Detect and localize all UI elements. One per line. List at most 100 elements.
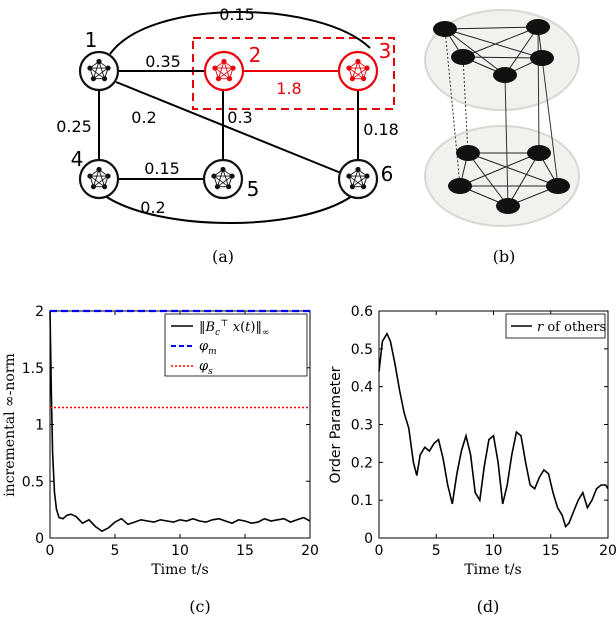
highlight-box <box>192 37 395 110</box>
cluster-link <box>351 169 359 187</box>
caption-b: (b) <box>493 247 516 266</box>
layer-node <box>526 19 550 35</box>
bottom-layer-edge <box>467 152 559 187</box>
c-ytick-label: 0.5 <box>22 474 44 490</box>
cluster-link <box>98 61 106 79</box>
cluster-dot <box>225 184 232 190</box>
d-xtick-label: 15 <box>542 543 560 559</box>
d-ytick-label: 0.6 <box>351 304 373 320</box>
layer-node <box>496 198 520 214</box>
cluster-dot <box>364 173 370 179</box>
d-ytick-label: 0.1 <box>351 493 373 509</box>
c-xtick-label: 20 <box>301 543 319 559</box>
d-series-0 <box>378 331 609 529</box>
top-layer-edge <box>444 26 539 30</box>
layer-node <box>493 67 517 83</box>
node-ring <box>337 50 379 92</box>
cluster-dot <box>346 173 352 179</box>
top-layer-edge <box>462 26 539 58</box>
cluster-dot <box>346 65 352 71</box>
node-label-1: 1 <box>85 28 98 52</box>
cluster-link <box>98 169 106 187</box>
c-ylabel: incremental ∞-norm <box>2 353 18 497</box>
c-xtick-label: 10 <box>171 543 189 559</box>
network-node-2 <box>203 50 245 92</box>
cluster-link <box>89 67 105 80</box>
cluster-dot <box>214 184 221 190</box>
cluster-link <box>357 169 365 187</box>
bottom-layer-edge <box>467 152 509 207</box>
cluster-link <box>351 61 359 79</box>
plot-frame-d <box>378 310 609 539</box>
c-xlabel: Time t/s <box>151 562 208 578</box>
cluster-link <box>223 61 231 79</box>
cluster-dot <box>87 65 93 71</box>
panel-c-chart: 0 5 10 15 20 0 0.5 1 1.5 2 incremental ∞-norm Tim… <box>2 304 319 616</box>
cluster-dot <box>215 76 222 82</box>
layer-node <box>448 178 472 194</box>
legend-d: r of others <box>505 313 606 339</box>
layer-node <box>451 49 475 65</box>
d-ytick-label: 0.2 <box>351 455 373 471</box>
cluster-dot <box>101 184 108 190</box>
cluster-link <box>93 175 109 188</box>
d-xtick-label: 20 <box>599 543 616 559</box>
d-xlabel: Time t/s <box>464 562 521 578</box>
cluster-dot <box>226 76 233 82</box>
top-layer-edge <box>504 26 539 76</box>
edge-label-1-4: 0.25 <box>56 117 92 136</box>
c-xtick-label: 15 <box>236 543 254 559</box>
cluster-link <box>89 175 105 188</box>
cluster-dot <box>360 184 367 190</box>
cluster-link <box>222 169 230 187</box>
c-xtick-label: 0 <box>46 543 55 559</box>
network-node-4 <box>78 158 120 200</box>
cluster-dot <box>96 58 102 65</box>
cluster-dot <box>105 65 111 71</box>
node-label-3: 3 <box>379 39 392 63</box>
cluster-link <box>216 169 224 187</box>
d-ytick-label: 0 <box>364 531 373 547</box>
cluster-dot <box>105 173 111 179</box>
interlayer-edge <box>462 56 469 154</box>
d-xtick-label: 0 <box>375 543 384 559</box>
caption-d: (d) <box>477 597 500 616</box>
d-xtick-label: 10 <box>485 543 503 559</box>
layer-node <box>527 145 551 161</box>
node-ring <box>203 50 245 92</box>
edge-label-1-6: 0.2 <box>131 108 156 127</box>
cluster-dot <box>90 184 97 190</box>
cluster-dot <box>220 166 226 173</box>
edge-label-4-6: 0.2 <box>140 198 165 217</box>
node-ring <box>202 158 244 200</box>
edge-1-3 <box>109 11 371 55</box>
caption-c: (c) <box>189 597 210 616</box>
cluster-link <box>352 175 368 188</box>
panel-a-network: 0.15 0.35 1.8 0.25 0.2 0.3 0.18 0.15 0.2… <box>56 5 399 266</box>
top-layer-edge <box>462 56 543 59</box>
layer-node <box>433 21 457 37</box>
d-ytick-label: 0.4 <box>351 380 373 396</box>
legend-c: ‖Bc⊤ x(t)‖∞ φm φs <box>164 313 308 377</box>
edge-label-3-6: 0.18 <box>363 120 399 139</box>
bottom-layer-edge <box>459 152 540 187</box>
d-xtick-label: 5 <box>432 543 441 559</box>
edge-4-6 <box>104 195 353 224</box>
cluster-link <box>93 67 109 80</box>
node-label-5: 5 <box>247 177 260 201</box>
edge-label-1-2: 0.35 <box>145 52 181 71</box>
interlayer-edge <box>537 26 540 154</box>
interlayer-edge <box>541 57 559 187</box>
network-node-5 <box>202 158 244 200</box>
d-ytick-label: 0.5 <box>351 342 373 358</box>
network-node-3 <box>337 50 379 92</box>
edge-label-1-3: 0.15 <box>219 5 255 24</box>
edge-1-6 <box>115 81 342 174</box>
node-label-4: 4 <box>71 147 84 171</box>
cluster-dot <box>211 173 217 179</box>
network-node-1 <box>78 50 120 92</box>
cluster-dot <box>96 166 102 173</box>
c-series-0 <box>49 310 311 533</box>
node-ring <box>78 50 120 92</box>
c-xtick-label: 5 <box>111 543 120 559</box>
